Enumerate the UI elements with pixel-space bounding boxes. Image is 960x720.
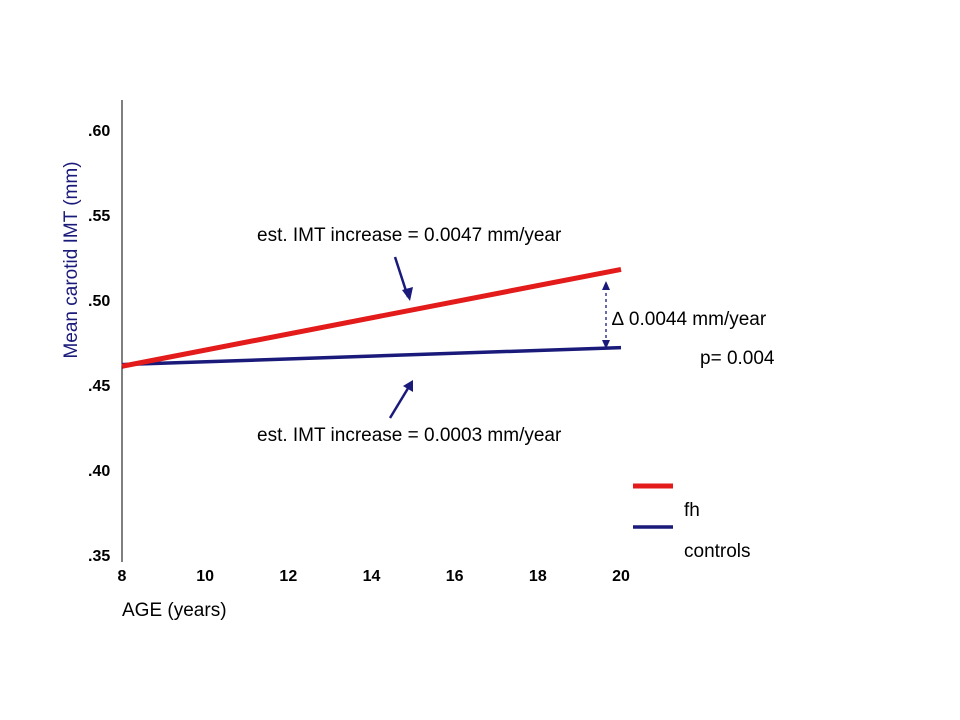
y-tick-label: .45 xyxy=(88,378,110,395)
legend-controls-label: controls xyxy=(684,541,751,562)
fh-rate-annotation: est. IMT increase = 0.0047 mm/year xyxy=(257,225,562,246)
delta-arrowhead-up xyxy=(602,281,610,290)
x-tick-label: 14 xyxy=(363,568,381,585)
y-tick-label: .35 xyxy=(88,548,110,565)
controls-annotation-arrowhead xyxy=(403,380,413,392)
x-tick-label: 20 xyxy=(612,568,630,585)
x-tick-label: 16 xyxy=(446,568,464,585)
legend-fh-label: fh xyxy=(684,500,700,521)
y-tick-label: .50 xyxy=(88,293,110,310)
controls-annotation-arrow xyxy=(388,384,412,419)
controls-rate-annotation: est. IMT increase = 0.0003 mm/year xyxy=(257,425,562,446)
x-tick-labels: 8 10 12 14 16 18 20 xyxy=(118,568,630,585)
y-tick-label: .55 xyxy=(88,208,110,225)
y-axis-label: Mean carotid IMT (mm) xyxy=(61,161,82,358)
y-tick-label: .40 xyxy=(88,463,110,480)
x-tick-label: 10 xyxy=(196,568,214,585)
x-tick-label: 18 xyxy=(529,568,547,585)
series-line-controls xyxy=(121,345,622,367)
x-axis-label: AGE (years) xyxy=(122,600,227,621)
delta-annotation: ∆ 0.0044 mm/year xyxy=(612,309,767,330)
legend: fh controls xyxy=(633,483,751,562)
y-tick-label: .60 xyxy=(88,123,110,140)
y-tick-labels: .35 .40 .45 .50 .55 .60 xyxy=(88,123,110,565)
series-line-fh xyxy=(121,266,622,369)
delta-arrowhead-down xyxy=(602,340,610,349)
x-tick-label: 12 xyxy=(279,568,297,585)
series-lines xyxy=(121,266,622,369)
x-tick-label: 8 xyxy=(118,568,127,585)
fh-annotation-arrowhead xyxy=(402,287,413,301)
p-value-annotation: p= 0.004 xyxy=(700,348,775,369)
